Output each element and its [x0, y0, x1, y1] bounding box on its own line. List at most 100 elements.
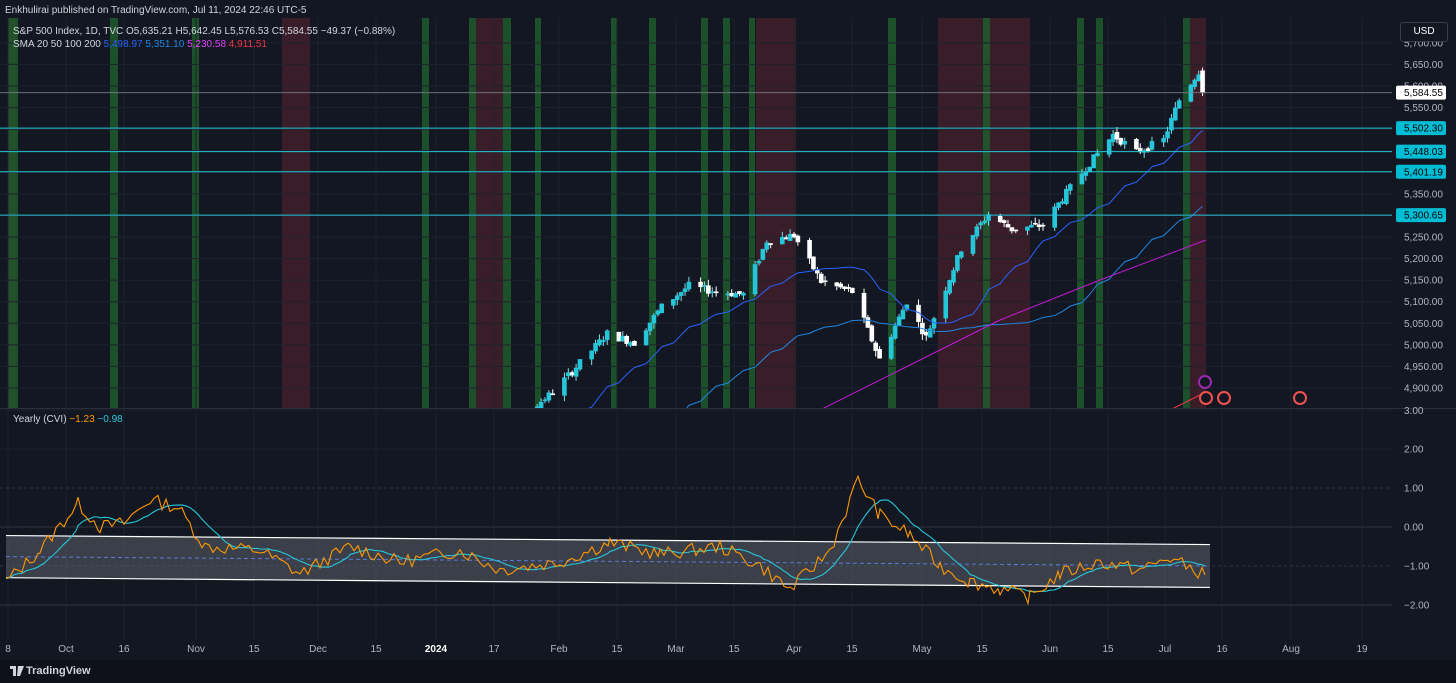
- candle-body: [725, 293, 731, 296]
- candle-body: [842, 286, 847, 289]
- candle-body: [534, 406, 540, 408]
- candle-body: [787, 234, 793, 241]
- candle-body: [597, 339, 602, 346]
- candle-body: [873, 342, 878, 351]
- cvi-signal-value: −0.98: [97, 414, 123, 425]
- candle-body: [1118, 137, 1124, 145]
- time-axis-label: 15: [611, 644, 623, 655]
- red-band: [1190, 18, 1206, 408]
- price-axis-label: 5,050.00: [1404, 319, 1443, 330]
- price-axis-label: 5,250.00: [1404, 233, 1443, 244]
- event-icon: [1199, 391, 1213, 405]
- candle-body: [632, 340, 637, 346]
- footer-bar: TradingView: [0, 660, 1456, 683]
- green-band: [701, 18, 708, 408]
- green-band: [469, 18, 476, 408]
- candle-body: [573, 367, 579, 377]
- red-band: [476, 18, 503, 408]
- time-axis-label: Jun: [1042, 644, 1058, 655]
- low-value: L5,576.53: [224, 26, 269, 37]
- sma-50-value: 5,351.10: [145, 39, 185, 50]
- candle-body: [589, 350, 594, 360]
- candle-body: [1040, 224, 1046, 227]
- sma-20-value: 5,498.97: [103, 39, 143, 50]
- candle-body: [643, 330, 649, 346]
- candle-body: [760, 248, 766, 260]
- candle-body: [593, 343, 598, 352]
- candle-body: [628, 342, 633, 346]
- tradingview-logo-icon: [10, 666, 24, 676]
- cvi-axis-label: 2.00: [1404, 445, 1424, 456]
- sma-100-value: 5,230.58: [187, 39, 227, 50]
- time-axis-label: 2024: [425, 644, 448, 655]
- time-axis-label: 15: [370, 644, 382, 655]
- price-axis-label: 5,100.00: [1404, 297, 1443, 308]
- time-axis-label: 15: [976, 644, 988, 655]
- candle-body: [822, 280, 828, 283]
- candle-body: [577, 359, 583, 370]
- green-band: [649, 18, 656, 408]
- time-axis-label: 16: [1216, 644, 1228, 655]
- candle-body: [601, 340, 606, 343]
- candle-body: [682, 288, 688, 293]
- candle-body: [818, 273, 824, 283]
- green-band: [888, 18, 896, 408]
- price-axis-label: 4,900.00: [1404, 384, 1443, 395]
- candle-body: [737, 291, 742, 295]
- price-axis-label: 5,650.00: [1404, 60, 1443, 71]
- candle-body: [1122, 141, 1128, 145]
- publisher-line: Enkhulirai published on TradingView.com,…: [5, 5, 307, 16]
- candle-body: [865, 317, 871, 328]
- change-value: −49.37 (−0.88%): [320, 26, 396, 37]
- candle-body: [1114, 132, 1120, 140]
- price-axis-label: 5,000.00: [1404, 340, 1443, 351]
- candle-body: [916, 304, 921, 322]
- candle-body: [1025, 226, 1030, 231]
- candle-body: [620, 335, 626, 342]
- cvi-axis-label: −2.00: [1404, 601, 1430, 612]
- level-label-box: [1396, 164, 1446, 179]
- candle-body: [974, 226, 980, 237]
- price-axis-label: 5,350.00: [1404, 189, 1443, 200]
- candle-body: [1032, 222, 1038, 225]
- time-axis-label: Nov: [187, 644, 205, 655]
- cvi-axis-label: 3.00: [1404, 406, 1424, 417]
- sma-50-line: [686, 205, 1203, 408]
- candle-body: [1036, 224, 1042, 228]
- level-label-box: [1396, 144, 1446, 159]
- red-band: [756, 18, 796, 408]
- green-band: [1183, 18, 1190, 408]
- cvi-label: Yearly (CVI): [13, 414, 67, 425]
- candle-body: [1083, 171, 1089, 176]
- sma-legend[interactable]: SMA 20 50 100 200 5,498.97 5,351.10 5,23…: [13, 39, 267, 50]
- cvi-legend[interactable]: Yearly (CVI) −1.23 −0.98: [13, 414, 123, 425]
- time-axis-label: 15: [248, 644, 260, 655]
- candle-body: [997, 216, 1003, 223]
- candle-body: [1009, 227, 1015, 232]
- candle-body: [896, 316, 902, 327]
- cvi-axis-label: −1.00: [1404, 562, 1430, 573]
- current-price-label: 5,584.55: [1404, 88, 1443, 99]
- sma-20-line: [588, 130, 1203, 408]
- green-band: [749, 18, 755, 408]
- candle-body: [838, 283, 843, 288]
- cvi-channel-lower: [5, 577, 1211, 589]
- sma-label: SMA 20 50 100 200: [13, 39, 101, 50]
- candle-body: [783, 237, 789, 240]
- symbol-name: S&P 500 Index, 1D, TVC: [13, 26, 124, 37]
- candle-body: [927, 328, 933, 338]
- footer-brand: TradingView: [26, 665, 91, 677]
- candle-body: [655, 310, 661, 315]
- candle-body: [550, 393, 556, 396]
- event-icon: [1198, 375, 1212, 389]
- candle-body: [861, 292, 867, 318]
- level-label: 5,448.03: [1404, 147, 1443, 158]
- price-axis-label: 5,550.00: [1404, 103, 1443, 114]
- candle-body: [604, 330, 610, 341]
- candle-body: [651, 314, 657, 324]
- candle-body: [791, 233, 797, 238]
- price-axis-label: 5,700.00: [1404, 38, 1443, 49]
- currency-button[interactable]: USD: [1400, 22, 1448, 42]
- price-axis-label: 5,200.00: [1404, 254, 1443, 265]
- open-value: O5,635.21: [126, 26, 173, 37]
